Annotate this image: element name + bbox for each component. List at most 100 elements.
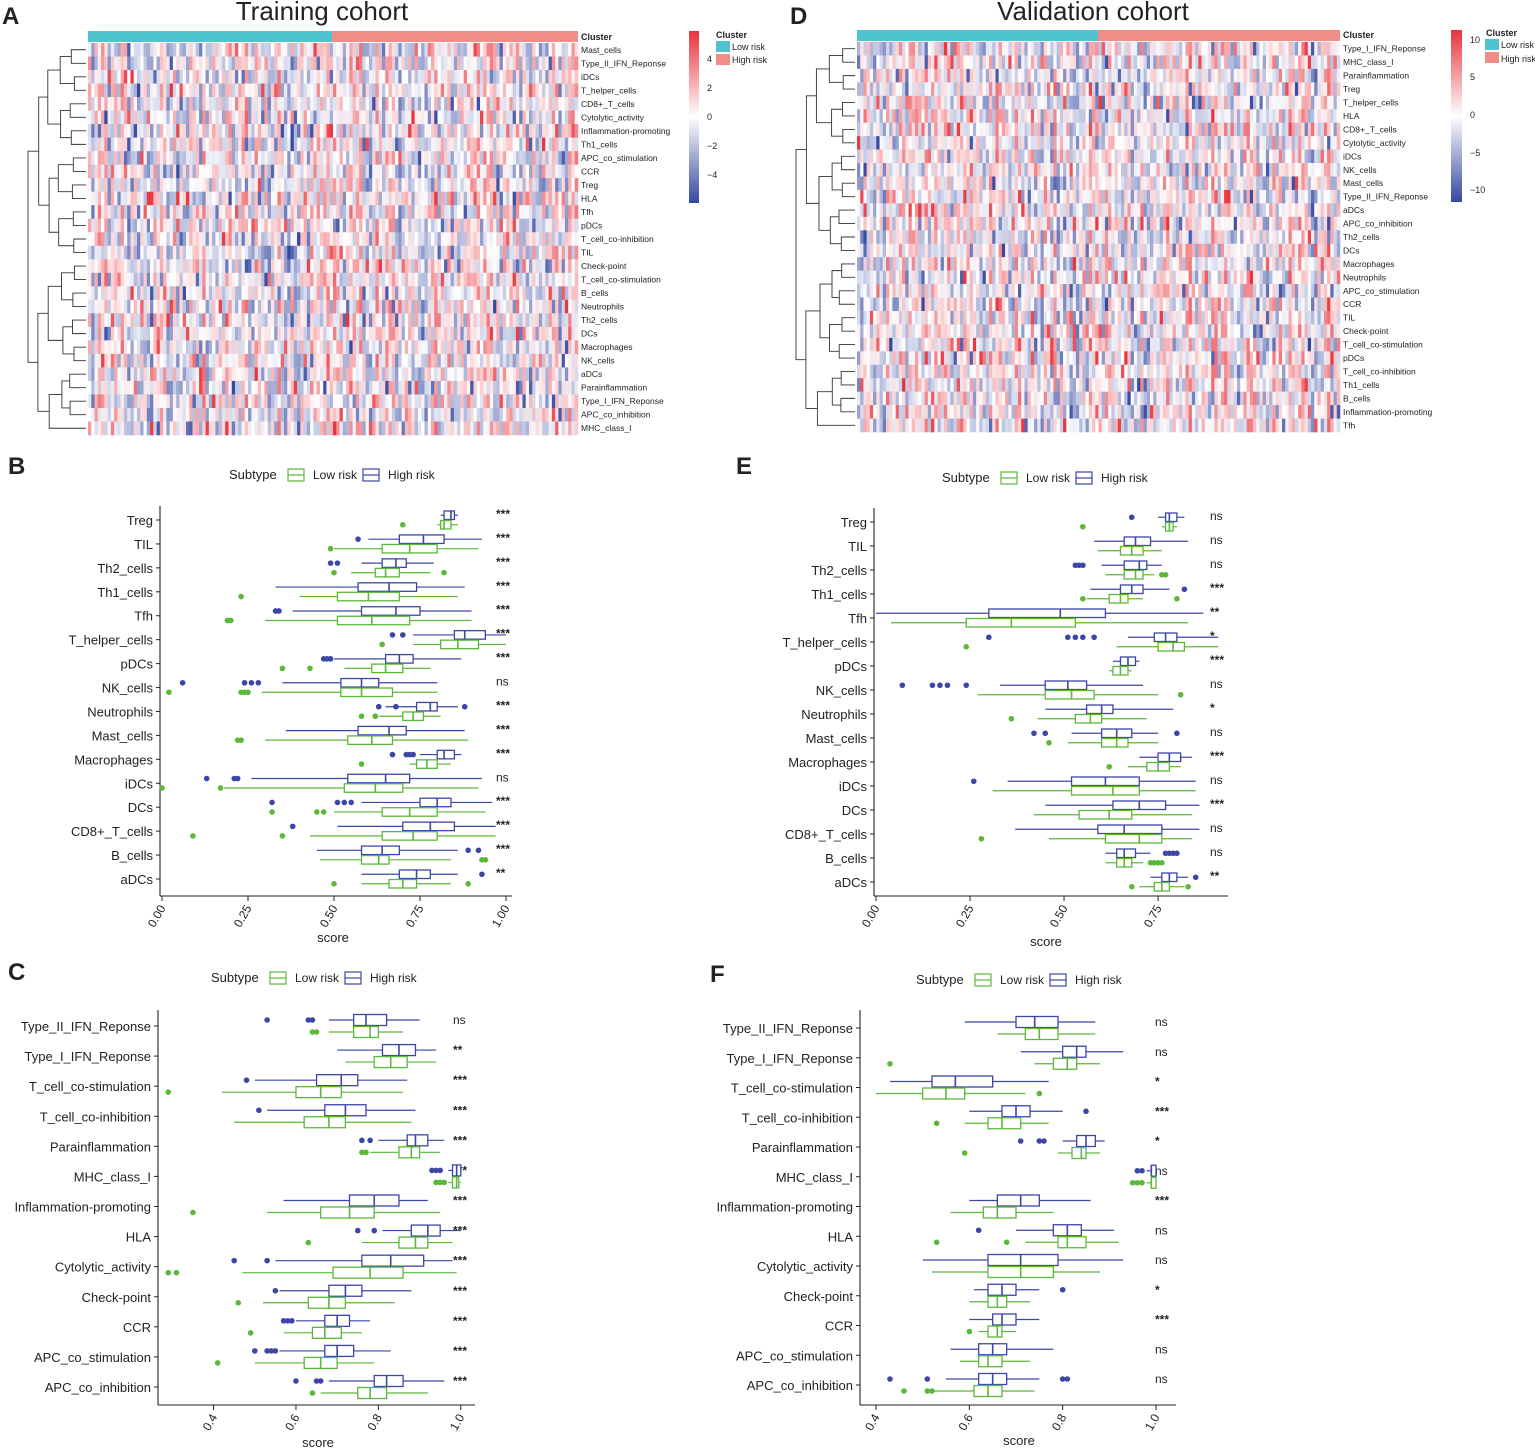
heatmap-cell xyxy=(532,367,536,382)
heatmap-cell xyxy=(453,83,458,98)
heatmap-cell xyxy=(254,245,259,260)
heatmap-cell xyxy=(346,151,350,165)
heatmap-cell xyxy=(130,340,135,355)
heatmap-cell xyxy=(869,163,874,177)
heatmap-cell xyxy=(905,378,909,392)
heatmap-cell xyxy=(140,245,144,260)
heatmap-cell xyxy=(241,340,246,355)
heatmap-cell xyxy=(395,137,399,152)
heatmap-cell xyxy=(427,151,432,165)
heatmap-cell xyxy=(114,245,118,260)
heatmap-cell xyxy=(382,394,386,409)
heatmap-cell xyxy=(114,394,118,409)
heatmap-cell xyxy=(300,83,304,98)
heatmap-cell xyxy=(892,189,896,204)
heatmap-cell xyxy=(192,178,197,192)
heatmap-cell xyxy=(506,191,510,206)
heatmap-cell xyxy=(248,245,252,260)
heatmap-cell xyxy=(898,270,903,285)
heatmap-cell xyxy=(895,364,900,379)
heatmap-cell xyxy=(889,230,893,245)
heatmap-cell xyxy=(889,418,893,433)
heatmap-cell xyxy=(94,245,99,260)
heatmap-cell xyxy=(346,110,350,125)
heatmap-cell xyxy=(166,191,170,206)
heatmap-cell xyxy=(502,43,507,57)
heatmap-cell xyxy=(228,259,233,274)
heatmap-cell xyxy=(339,313,344,328)
heatmap-cell xyxy=(192,151,197,165)
heatmap-cell xyxy=(101,353,105,368)
heatmap-cell xyxy=(156,124,161,138)
heatmap-cell xyxy=(352,340,357,355)
heatmap-cell xyxy=(512,97,517,111)
heatmap-cell xyxy=(163,56,167,71)
heatmap-cell xyxy=(257,272,262,287)
heatmap-cell xyxy=(212,232,216,247)
heatmap-cell xyxy=(146,353,151,368)
heatmap-cell xyxy=(437,407,442,422)
heatmap-cell xyxy=(179,218,184,233)
heatmap-cell xyxy=(212,421,216,436)
heatmap-cell xyxy=(545,394,549,409)
heatmap-cell xyxy=(424,110,429,125)
heatmap-cell xyxy=(362,110,366,125)
heatmap-cell xyxy=(166,232,170,247)
heatmap-cell xyxy=(127,70,131,84)
heatmap-cell xyxy=(869,109,874,123)
heatmap-cell xyxy=(499,137,504,152)
heatmap-cell xyxy=(568,124,572,138)
heatmap-cell xyxy=(427,245,432,260)
heatmap-cell xyxy=(97,380,102,395)
heatmap-cell xyxy=(163,380,167,395)
heatmap-cell xyxy=(212,178,216,192)
heatmap-cell xyxy=(310,137,314,152)
heatmap-cell xyxy=(876,216,880,231)
heatmap-cell xyxy=(866,337,871,352)
heatmap-cell xyxy=(568,340,572,355)
heatmap-cell xyxy=(876,257,880,271)
heatmap-cell xyxy=(228,245,233,260)
heatmap-cell xyxy=(551,83,556,98)
heatmap-cell xyxy=(251,299,255,314)
heatmap-cell xyxy=(306,110,311,125)
heatmap-cell xyxy=(280,299,285,314)
heatmap-cell xyxy=(898,257,903,271)
heatmap-cell xyxy=(352,83,357,98)
heatmap-cell xyxy=(568,272,572,287)
heatmap-cell xyxy=(860,95,864,110)
heatmap-cell xyxy=(336,380,340,395)
heatmap-cell xyxy=(179,232,184,247)
heatmap-cell xyxy=(107,124,112,138)
heatmap-cell xyxy=(208,232,213,247)
heatmap-cell xyxy=(254,326,259,341)
heatmap-cell xyxy=(192,272,197,287)
heatmap-cell xyxy=(336,83,340,98)
heatmap-cell xyxy=(873,297,877,312)
heatmap-cell xyxy=(97,299,102,314)
heatmap-cell xyxy=(110,421,115,436)
heatmap-cell xyxy=(310,353,314,368)
heatmap-cell xyxy=(235,218,239,233)
heatmap-cell xyxy=(290,367,295,382)
heatmap-cell xyxy=(457,407,461,422)
heatmap-cell xyxy=(166,421,170,436)
heatmap-cell xyxy=(143,124,148,138)
heatmap-cell xyxy=(882,82,887,97)
heatmap-cell xyxy=(186,340,190,355)
heatmap-cell xyxy=(873,351,877,366)
heatmap-cell xyxy=(88,164,92,179)
heatmap-cell xyxy=(94,151,99,165)
heatmap-cell xyxy=(287,83,291,98)
heatmap-cell xyxy=(342,164,347,179)
heatmap-cell xyxy=(368,340,373,355)
heatmap-cell xyxy=(515,421,520,436)
heatmap-cell xyxy=(163,178,167,192)
heatmap-cell xyxy=(195,70,200,84)
heatmap-cell xyxy=(297,245,301,260)
heatmap-cell xyxy=(476,394,481,409)
heatmap-cell xyxy=(169,421,174,436)
heatmap-cell xyxy=(388,367,393,382)
heatmap-cell xyxy=(293,380,298,395)
heatmap-cell xyxy=(290,110,295,125)
